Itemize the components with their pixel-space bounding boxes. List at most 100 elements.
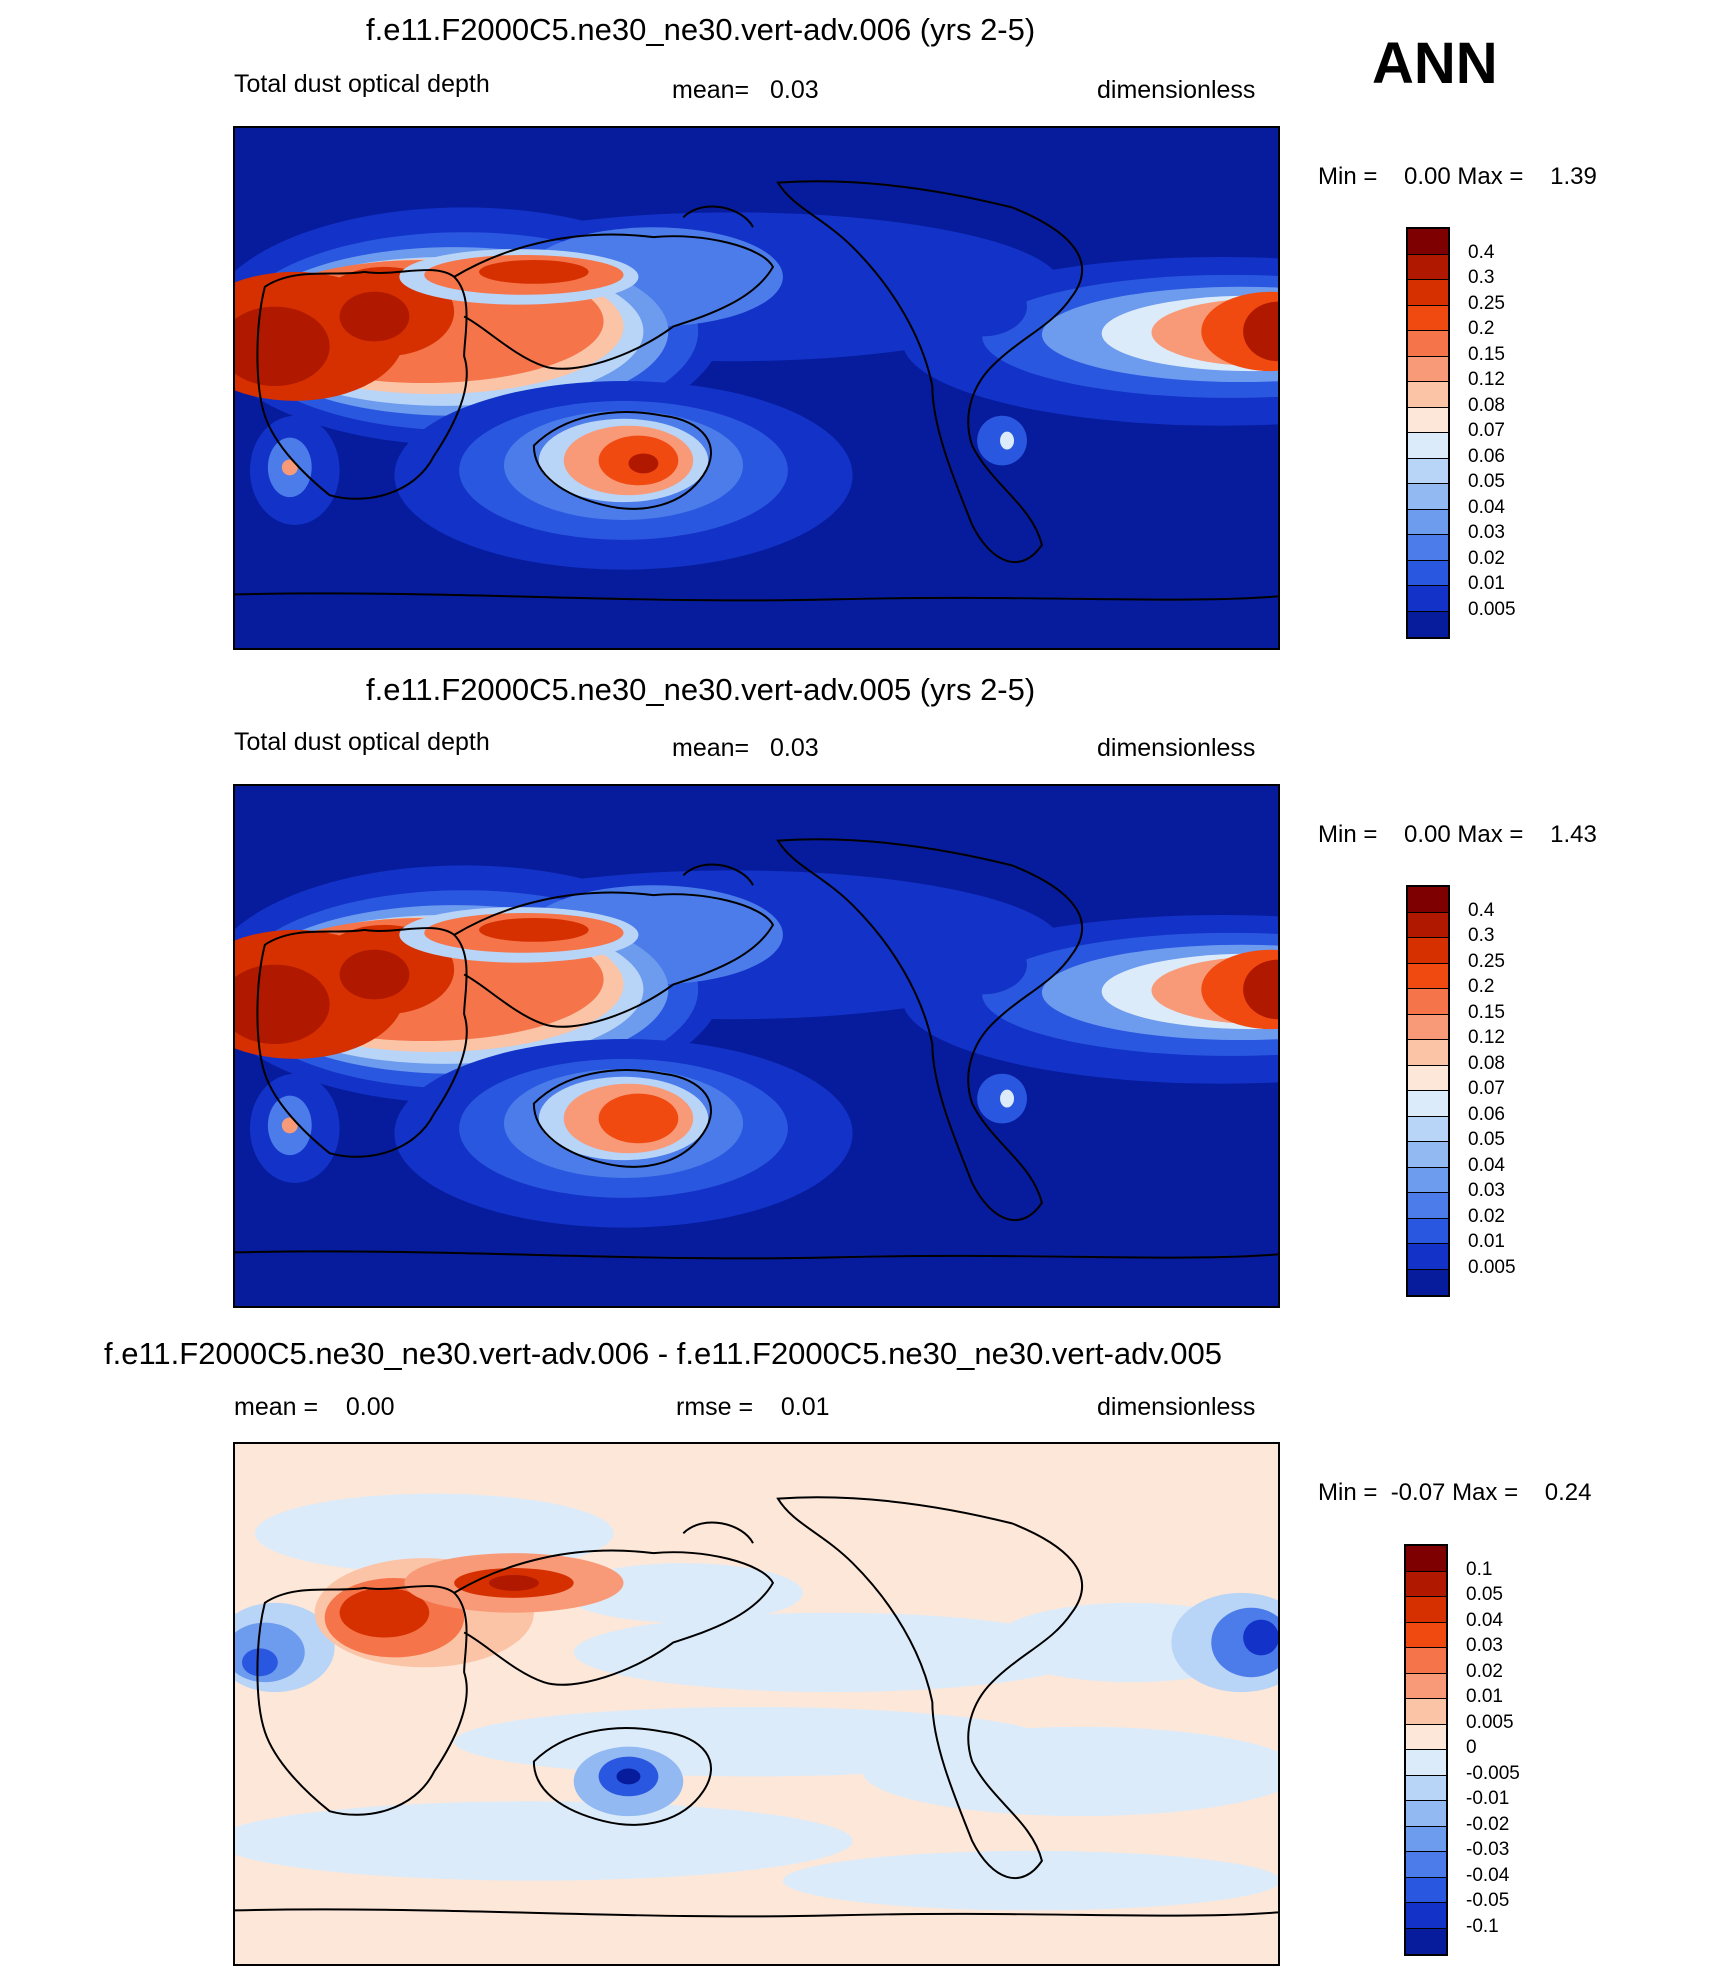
colorbar-box — [1406, 1597, 1446, 1623]
panel-3-minmax: Min = -0.07 Max = 0.24 — [1318, 1479, 1592, 1506]
colorbar-box — [1408, 407, 1448, 433]
colorbar-tick-label: 0.4 — [1468, 899, 1495, 921]
colorbar-tick-label: 0.15 — [1468, 343, 1505, 365]
colorbar-tick-label: 0.1 — [1466, 1558, 1493, 1580]
colorbar-tick-label: -0.02 — [1466, 1813, 1510, 1835]
colorbar-box — [1408, 1116, 1448, 1142]
colorbar-box — [1408, 938, 1448, 964]
colorbar-box — [1406, 1775, 1446, 1801]
colorbar-tick-label: 0.03 — [1468, 1180, 1505, 1201]
colorbar-tick-label: 0.4 — [1468, 241, 1495, 263]
colorbar-box — [1406, 1826, 1446, 1852]
panel-1-minmax: Min = 0.00 Max = 1.39 — [1318, 163, 1597, 190]
colorbar-tick-label: 0.02 — [1466, 1660, 1503, 1682]
colorbar-tick-label: 0.02 — [1468, 1205, 1505, 1227]
colorbar-box — [1406, 1750, 1446, 1776]
panel-1-variable: Total dust optical depth — [234, 70, 490, 98]
colorbar-tick-label: -0.03 — [1466, 1839, 1510, 1860]
colorbar-tick-label: 0.05 — [1466, 1584, 1503, 1605]
colorbar-box — [1408, 458, 1448, 484]
panel-3-map — [233, 1442, 1280, 1966]
colorbar-tick-label: 0.06 — [1468, 445, 1505, 467]
colorbar-box — [1408, 1218, 1448, 1244]
colorbar-box — [1406, 1571, 1446, 1597]
colorbar-box — [1408, 1142, 1448, 1168]
panel-1-units: dimensionless — [1097, 76, 1256, 104]
colorbar-box — [1408, 912, 1448, 938]
panel-2-colorbar — [1406, 885, 1450, 1297]
colorbar-box — [1408, 586, 1448, 612]
panel-2-field — [235, 786, 1278, 1306]
colorbar-tick-label: 0.3 — [1468, 267, 1495, 288]
panel-1-map — [233, 126, 1280, 650]
panel-2-variable: Total dust optical depth — [234, 728, 490, 756]
colorbar-tick-label: 0.07 — [1468, 1078, 1505, 1099]
colorbar-box — [1406, 1724, 1446, 1750]
colorbar-tick-label: 0.15 — [1468, 1001, 1505, 1023]
colorbar-box — [1406, 1877, 1446, 1903]
colorbar-box — [1408, 280, 1448, 306]
panel-2-mean: mean= 0.03 — [672, 734, 819, 762]
panel-1-colorbar — [1406, 227, 1450, 639]
colorbar-box — [1408, 382, 1448, 408]
colorbar-box — [1408, 1065, 1448, 1091]
colorbar-tick-label: 0.08 — [1468, 394, 1505, 416]
panel-3-colorbar — [1404, 1544, 1448, 1956]
colorbar-box — [1406, 1622, 1446, 1648]
colorbar-box — [1406, 1928, 1446, 1954]
colorbar-box — [1408, 989, 1448, 1015]
season-label: ANN — [1372, 31, 1498, 96]
colorbar-tick-label: 0.02 — [1468, 547, 1505, 569]
panel-3-title: f.e11.F2000C5.ne30_ne30.vert-adv.006 - f… — [104, 1336, 1222, 1371]
colorbar-box — [1408, 1193, 1448, 1219]
colorbar-tick-label: 0.05 — [1468, 1129, 1505, 1150]
colorbar-tick-label: 0.3 — [1468, 925, 1495, 946]
colorbar-box — [1406, 1546, 1446, 1572]
colorbar-box — [1408, 963, 1448, 989]
panel-2-minmax: Min = 0.00 Max = 1.43 — [1318, 821, 1597, 848]
colorbar-tick-label: 0.04 — [1466, 1609, 1503, 1631]
colorbar-tick-label: 0.2 — [1468, 976, 1495, 997]
colorbar-box — [1408, 1014, 1448, 1040]
colorbar-box — [1408, 1091, 1448, 1117]
colorbar-tick-label: 0.005 — [1466, 1711, 1514, 1733]
panel-2-units: dimensionless — [1097, 734, 1256, 762]
colorbar-box — [1408, 331, 1448, 357]
colorbar-tick-label: 0.06 — [1468, 1103, 1505, 1125]
colorbar-box — [1408, 254, 1448, 280]
panel-3-units: dimensionless — [1097, 1393, 1256, 1421]
colorbar-tick-label: 0.03 — [1468, 522, 1505, 543]
colorbar-tick-label: 0.005 — [1468, 598, 1516, 620]
colorbar-box — [1406, 1673, 1446, 1699]
colorbar-tick-label: -0.1 — [1466, 1915, 1499, 1937]
colorbar-box — [1406, 1648, 1446, 1674]
panel-1-field — [235, 128, 1278, 648]
colorbar-box — [1408, 356, 1448, 382]
colorbar-box — [1408, 611, 1448, 637]
colorbar-tick-label: 0.25 — [1468, 292, 1505, 314]
colorbar-tick-label: -0.01 — [1466, 1788, 1510, 1809]
colorbar-box — [1408, 1244, 1448, 1270]
colorbar-tick-label: 0.04 — [1468, 496, 1505, 518]
panel-3-field — [235, 1444, 1278, 1964]
colorbar-tick-label: 0 — [1466, 1737, 1477, 1758]
colorbar-tick-label: 0.005 — [1468, 1256, 1516, 1278]
panel-2-map — [233, 784, 1280, 1308]
colorbar-box — [1406, 1903, 1446, 1929]
colorbar-tick-label: -0.04 — [1466, 1864, 1510, 1886]
colorbar-box — [1408, 887, 1448, 913]
colorbar-tick-label: 0.01 — [1466, 1686, 1503, 1707]
colorbar-tick-label: 0.05 — [1468, 471, 1505, 492]
panel-1-title: f.e11.F2000C5.ne30_ne30.vert-adv.006 (yr… — [366, 12, 1036, 47]
colorbar-box — [1408, 484, 1448, 510]
colorbar-tick-label: -0.05 — [1466, 1890, 1510, 1911]
colorbar-box — [1408, 229, 1448, 255]
colorbar-tick-label: 0.12 — [1468, 1027, 1505, 1048]
colorbar-box — [1408, 305, 1448, 331]
colorbar-box — [1408, 560, 1448, 586]
colorbar-tick-label: 0.12 — [1468, 369, 1505, 390]
panel-2-title: f.e11.F2000C5.ne30_ne30.vert-adv.005 (yr… — [366, 672, 1036, 707]
colorbar-tick-label: 0.25 — [1468, 950, 1505, 972]
panel-1-mean: mean= 0.03 — [672, 76, 819, 104]
colorbar-tick-label: 0.08 — [1468, 1052, 1505, 1074]
